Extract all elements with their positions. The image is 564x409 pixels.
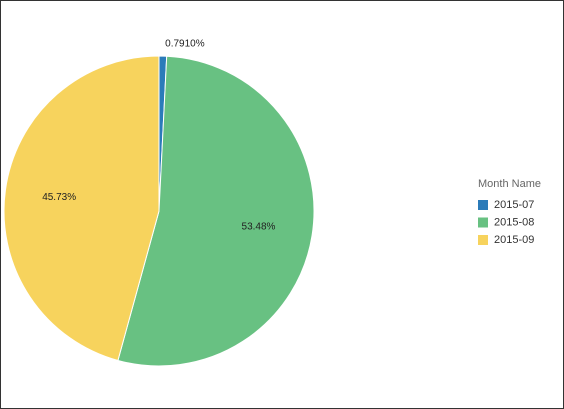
pie-slice [3, 55, 160, 362]
pie-slice [117, 55, 315, 367]
legend-swatch [478, 235, 488, 245]
data-label: 53.48% [242, 222, 276, 233]
data-label: 0.7910% [165, 39, 205, 50]
legend-swatch [478, 200, 488, 210]
legend-swatch [478, 217, 488, 228]
legend-label: 2015-09 [494, 234, 534, 246]
legend-label: 2015-07 [494, 199, 534, 211]
data-label: 45.73% [42, 192, 76, 203]
legend-label: 2015-08 [494, 216, 534, 228]
legend-title: Month Name [478, 178, 541, 190]
